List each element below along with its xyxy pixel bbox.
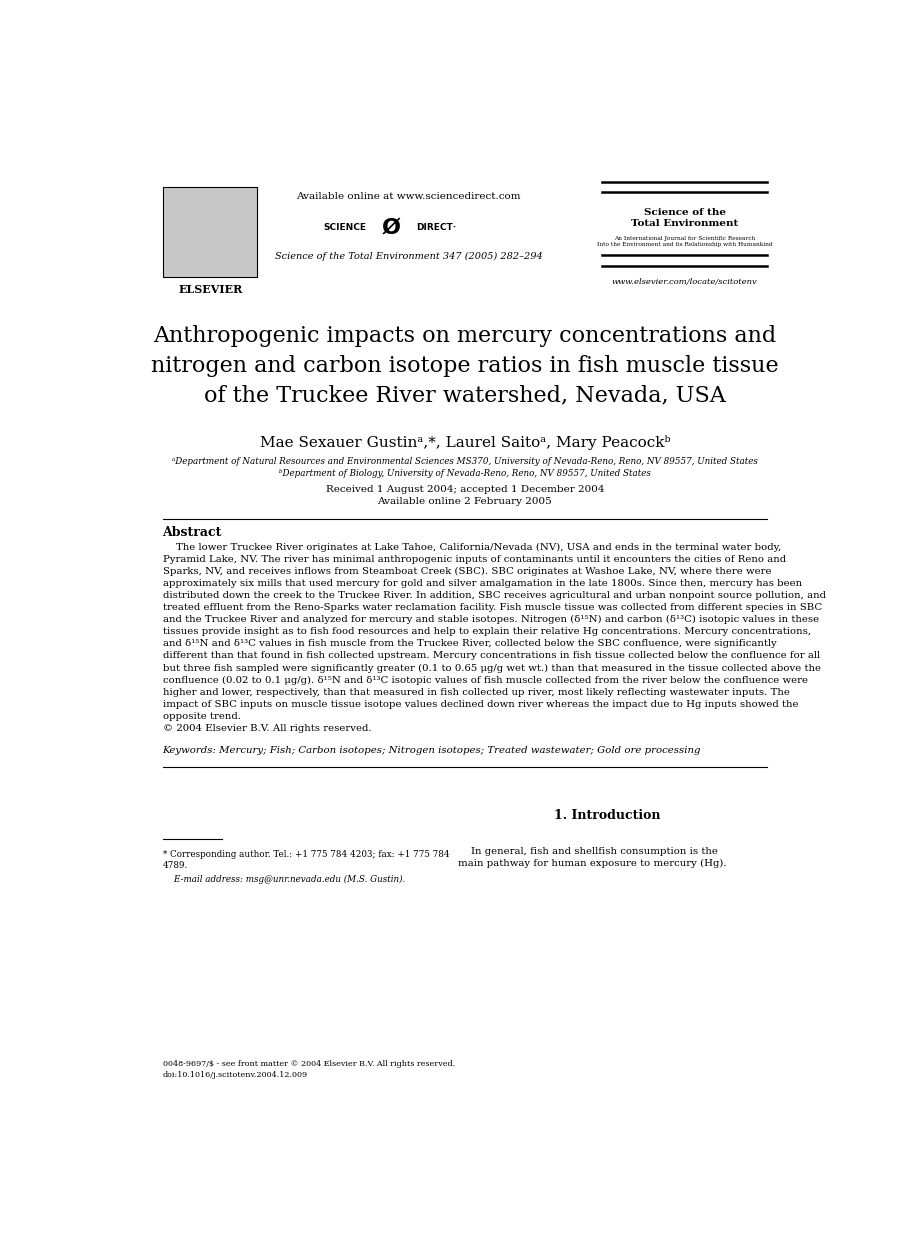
Text: Mae Sexauer Gustinᵃ,*, Laurel Saitoᵃ, Mary Peacockᵇ: Mae Sexauer Gustinᵃ,*, Laurel Saitoᵃ, Ma… [259,435,670,449]
Text: 4789.: 4789. [162,862,188,870]
Text: ELSEVIER: ELSEVIER [179,285,242,295]
Text: www.elsevier.com/locate/scitotenv: www.elsevier.com/locate/scitotenv [612,279,757,286]
Text: Abstract: Abstract [162,526,222,540]
Text: confluence (0.02 to 0.1 μg/g). δ¹⁵N and δ¹³C isotopic values of fish muscle coll: confluence (0.02 to 0.1 μg/g). δ¹⁵N and … [162,676,807,685]
Text: and δ¹⁵N and δ¹³C values in fish muscle from the Truckee River, collected below : and δ¹⁵N and δ¹³C values in fish muscle … [162,639,776,649]
Text: 1. Introduction: 1. Introduction [554,808,660,822]
Text: The lower Truckee River originates at Lake Tahoe, California/Nevada (NV), USA an: The lower Truckee River originates at La… [162,542,781,552]
Text: opposite trend.: opposite trend. [162,712,240,721]
Text: different than that found in fish collected upstream. Mercury concentrations in : different than that found in fish collec… [162,651,820,661]
Text: ᵃDepartment of Natural Resources and Environmental Sciences MS370, University of: ᵃDepartment of Natural Resources and Env… [172,457,757,465]
Text: SCIENCE: SCIENCE [324,223,366,233]
Text: An International Journal for Scientific Research: An International Journal for Scientific … [614,235,756,240]
Text: Anthropogenic impacts on mercury concentrations and
nitrogen and carbon isotope : Anthropogenic impacts on mercury concent… [151,326,778,406]
Text: treated effluent from the Reno-Sparks water reclamation facility. Fish muscle ti: treated effluent from the Reno-Sparks wa… [162,603,822,612]
Text: 0048-9697/$ - see front matter © 2004 Elsevier B.V. All rights reserved.: 0048-9697/$ - see front matter © 2004 El… [162,1060,454,1067]
Text: main pathway for human exposure to mercury (Hg).: main pathway for human exposure to mercu… [458,859,727,868]
Text: Keywords: Mercury; Fish; Carbon isotopes; Nitrogen isotopes; Treated wastewater;: Keywords: Mercury; Fish; Carbon isotopes… [162,745,701,755]
Text: but three fish sampled were significantly greater (0.1 to 0.65 μg/g wet wt.) tha: but three fish sampled were significantl… [162,664,821,672]
Text: Science of the Total Environment 347 (2005) 282–294: Science of the Total Environment 347 (20… [275,251,542,261]
Text: E-mail address: msg@unr.nevada.edu (M.S. Gustin).: E-mail address: msg@unr.nevada.edu (M.S.… [162,874,405,884]
FancyBboxPatch shape [162,187,258,277]
Text: distributed down the creek to the Truckee River. In addition, SBC receives agric: distributed down the creek to the Trucke… [162,591,825,600]
Text: Sparks, NV, and receives inflows from Steamboat Creek (SBC). SBC originates at W: Sparks, NV, and receives inflows from St… [162,567,771,576]
Text: © 2004 Elsevier B.V. All rights reserved.: © 2004 Elsevier B.V. All rights reserved… [162,724,371,733]
Text: and the Truckee River and analyzed for mercury and stable isotopes. Nitrogen (δ¹: and the Truckee River and analyzed for m… [162,615,819,624]
Text: ᵇDepartment of Biology, University of Nevada-Reno, Reno, NV 89557, United States: ᵇDepartment of Biology, University of Ne… [278,469,651,478]
Text: doi:10.1016/j.scitotenv.2004.12.009: doi:10.1016/j.scitotenv.2004.12.009 [162,1071,307,1080]
Text: Ø: Ø [382,218,401,238]
Text: tissues provide insight as to fish food resources and help to explain their rela: tissues provide insight as to fish food … [162,628,811,636]
Text: Available online 2 February 2005: Available online 2 February 2005 [377,496,552,506]
Text: Available online at www.sciencedirect.com: Available online at www.sciencedirect.co… [297,192,521,201]
Text: Received 1 August 2004; accepted 1 December 2004: Received 1 August 2004; accepted 1 Decem… [326,485,604,494]
Text: higher and lower, respectively, than that measured in fish collected up river, m: higher and lower, respectively, than tha… [162,688,789,697]
Text: Into the Environment and its Relationship with Humankind: Into the Environment and its Relationshi… [597,243,773,248]
Text: In general, fish and shellfish consumption is the: In general, fish and shellfish consumpti… [458,847,717,855]
Text: impact of SBC inputs on muscle tissue isotope values declined down river whereas: impact of SBC inputs on muscle tissue is… [162,699,798,709]
Text: Pyramid Lake, NV. The river has minimal anthropogenic inputs of contaminants unt: Pyramid Lake, NV. The river has minimal … [162,555,785,563]
Text: * Corresponding author. Tel.: +1 775 784 4203; fax: +1 775 784: * Corresponding author. Tel.: +1 775 784… [162,849,449,859]
Text: DIRECT·: DIRECT· [415,223,455,233]
Text: approximately six mills that used mercury for gold and silver amalgamation in th: approximately six mills that used mercur… [162,579,802,588]
Text: Science of the
Total Environment: Science of the Total Environment [631,208,738,228]
